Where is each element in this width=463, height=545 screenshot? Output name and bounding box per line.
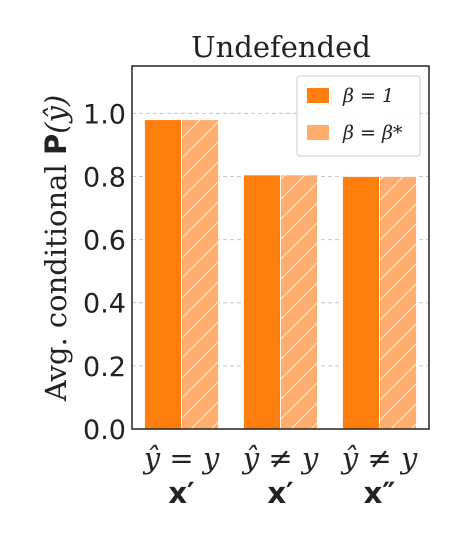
y-tick-label: 0.0 [83,415,126,446]
legend-swatch [307,88,329,103]
x-axis: ŷ = yx′ŷ ≠ yx′ŷ ≠ yx″ [142,441,418,510]
legend-label: β = β* [342,122,403,144]
y-tick-label: 1.0 [83,99,126,130]
bar-hatch [280,174,318,429]
bars [144,119,417,430]
bar [243,174,281,430]
y-tick-label: 0.2 [83,352,126,383]
plot-frame [131,65,430,430]
bar [342,176,380,430]
y-axis: 0.0 0.2 0.4 0.6 0.8 1.0 [83,99,126,446]
x-tick-label-bottom: x′ [168,476,194,510]
x-tick-label-top: ŷ ≠ y [241,441,319,475]
legend-swatch [307,125,329,140]
x-tick-label-bottom: x″ [364,476,396,510]
y-tick-label: 0.8 [83,162,126,193]
chart-title: Undefended [191,30,371,64]
y-axis-label-text: Avg. conditional [39,155,73,402]
x-tick-label-top: ŷ = y [142,441,220,475]
x-tick-label-top: ŷ ≠ y [340,441,418,475]
y-axis-label-bold-p: P [39,134,73,155]
x-tick-label-bottom: x′ [267,476,293,510]
legend: β = 1 β = β* [296,75,421,157]
y-axis-label: Avg. conditional P(ŷ) [39,95,73,403]
bar-hatch [379,176,417,429]
y-tick-label: 0.6 [83,226,126,257]
y-tick-label: 0.4 [83,289,126,320]
y-axis-label-paren: (ŷ) [39,95,73,134]
bar-hatch [181,119,219,430]
legend-label: β = 1 [342,85,394,107]
bar [144,119,182,430]
